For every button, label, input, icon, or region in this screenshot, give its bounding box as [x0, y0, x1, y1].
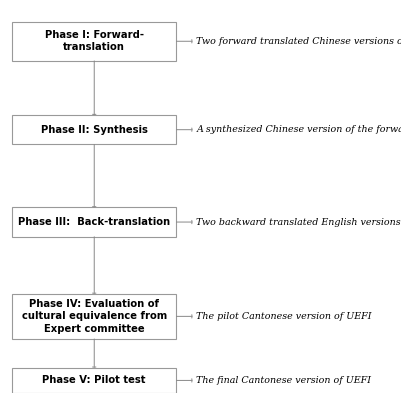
Bar [12, 115, 176, 144]
Bar [12, 208, 176, 237]
Text: The final Cantonese version of UEFI: The final Cantonese version of UEFI [196, 376, 371, 385]
Bar [12, 368, 176, 393]
Text: Phase I: Forward-
translation: Phase I: Forward- translation [45, 30, 144, 52]
Text: A synthesized Chinese version of the forward translated UEFI: A synthesized Chinese version of the for… [196, 125, 401, 134]
Text: Two backward translated English versions of UEFI: Two backward translated English versions… [196, 218, 401, 226]
Text: Phase IV: Evaluation of
cultural equivalence from
Expert committee: Phase IV: Evaluation of cultural equival… [22, 299, 167, 334]
Bar [12, 22, 176, 61]
Text: Two forward translated Chinese versions of UEFI: Two forward translated Chinese versions … [196, 37, 401, 46]
Text: The pilot Cantonese version of UEFI: The pilot Cantonese version of UEFI [196, 312, 372, 321]
Text: Phase V: Pilot test: Phase V: Pilot test [43, 375, 146, 386]
Bar [12, 294, 176, 339]
Text: Phase III:  Back-translation: Phase III: Back-translation [18, 217, 170, 227]
Text: Phase II: Synthesis: Phase II: Synthesis [41, 125, 148, 135]
